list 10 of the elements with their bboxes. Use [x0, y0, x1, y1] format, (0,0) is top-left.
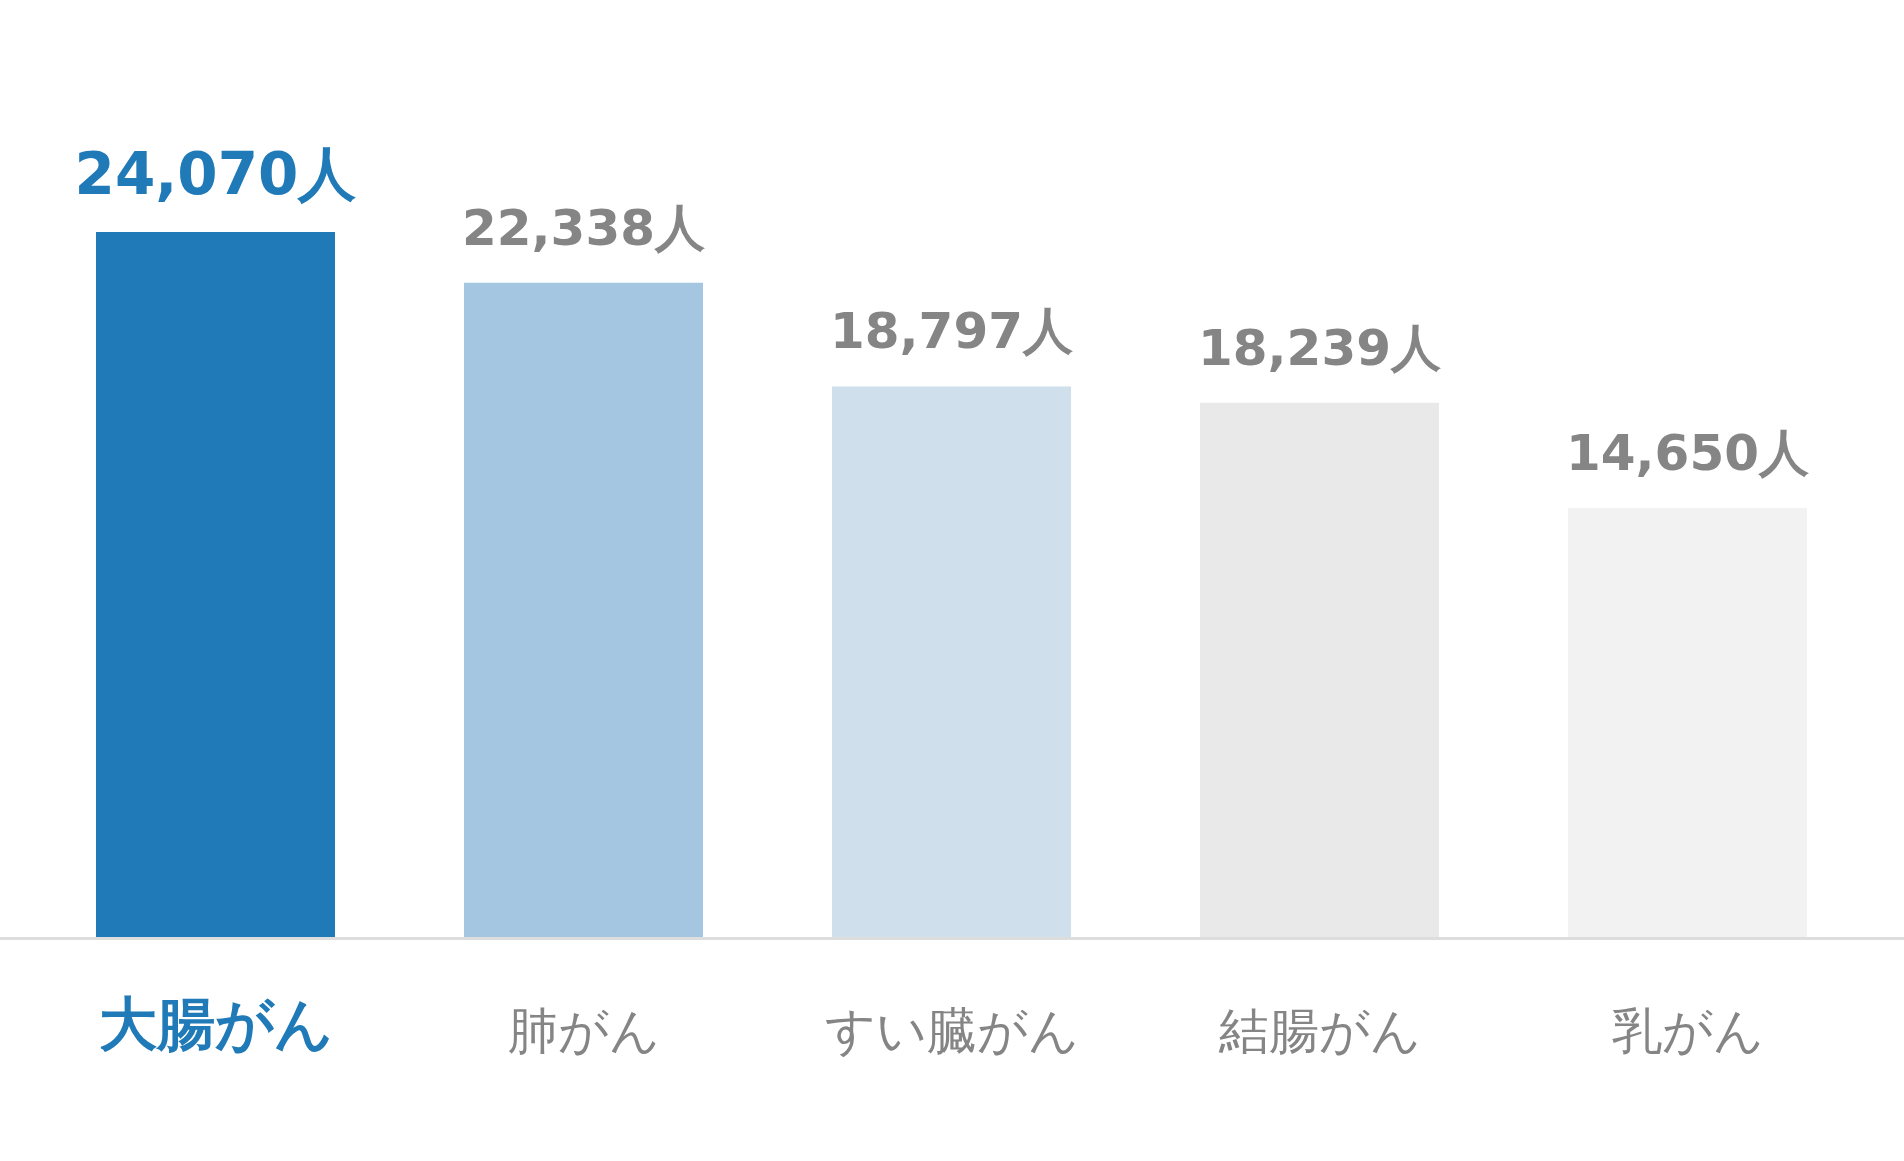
data-label: 22,338人	[462, 198, 705, 257]
data-label: 18,239人	[1198, 318, 1441, 377]
data-label: 18,797人	[830, 302, 1073, 361]
x-tick-label: 大腸がん	[98, 990, 333, 1058]
data-label: 24,070人	[74, 140, 357, 208]
x-tick-label: すい臓がん	[824, 1002, 1079, 1060]
x-tick-label: 結腸がん	[1217, 1002, 1421, 1060]
data-label: 14,650人	[1566, 423, 1809, 482]
x-tick-label: 肺がん	[507, 1002, 660, 1060]
x-tick-label: 乳がん	[1611, 1002, 1764, 1060]
